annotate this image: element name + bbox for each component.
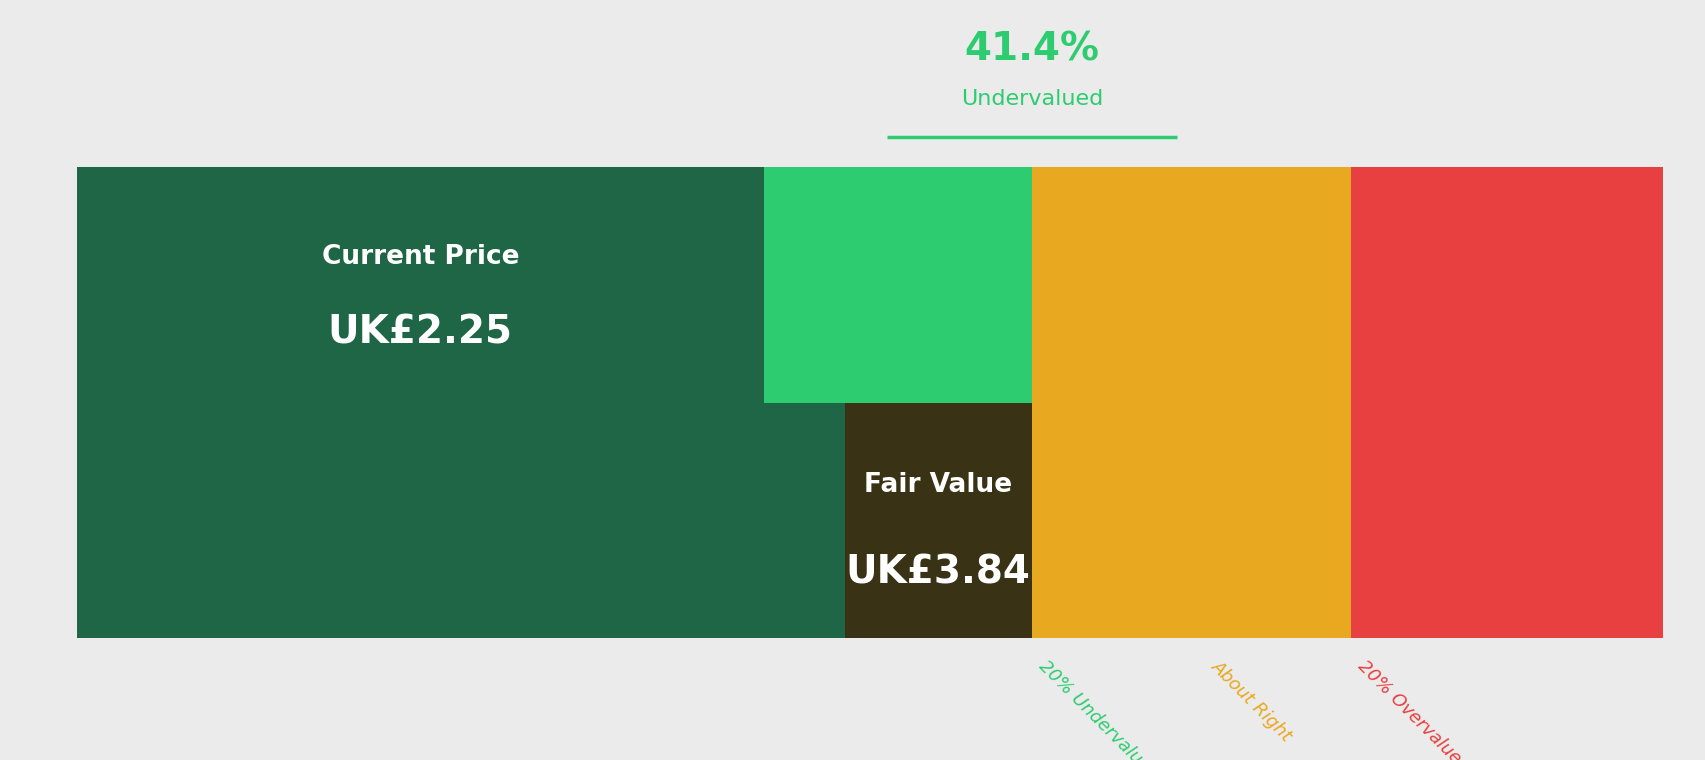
- FancyBboxPatch shape: [1032, 403, 1350, 638]
- Text: Current Price: Current Price: [321, 244, 518, 270]
- FancyBboxPatch shape: [77, 167, 764, 403]
- Text: Fair Value: Fair Value: [864, 472, 1011, 499]
- FancyBboxPatch shape: [1032, 167, 1350, 403]
- FancyBboxPatch shape: [77, 167, 1662, 403]
- Text: 41.4%: 41.4%: [963, 30, 1098, 68]
- Text: Undervalued: Undervalued: [960, 89, 1103, 109]
- Text: 20% Undervalued: 20% Undervalued: [1035, 657, 1161, 760]
- FancyBboxPatch shape: [77, 403, 1032, 638]
- FancyBboxPatch shape: [77, 403, 1662, 638]
- Text: 20% Overvalued: 20% Overvalued: [1354, 657, 1471, 760]
- Text: UK£3.84: UK£3.84: [846, 553, 1030, 591]
- FancyBboxPatch shape: [844, 403, 1032, 638]
- FancyBboxPatch shape: [1350, 403, 1662, 638]
- Text: UK£2.25: UK£2.25: [327, 313, 513, 351]
- Text: About Right: About Right: [1207, 657, 1296, 745]
- FancyBboxPatch shape: [1350, 167, 1662, 403]
